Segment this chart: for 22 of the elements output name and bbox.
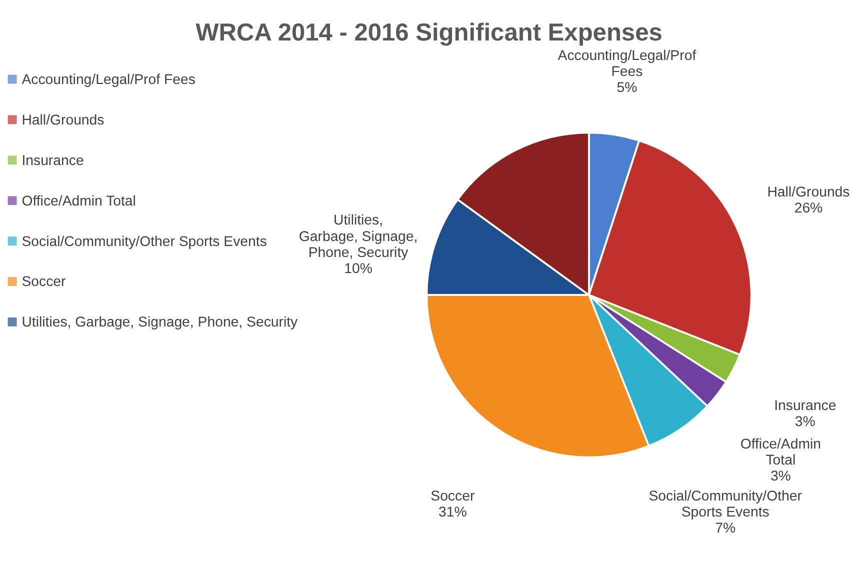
data-label: 10% [344,260,373,276]
slice-label: Hall/Grounds [767,183,850,200]
data-label: 5% [616,79,638,96]
chart-title: WRCA 2014 - 2016 Significant Expenses [196,19,662,46]
data-label: 7% [715,519,736,536]
data-label: 3% [794,412,816,429]
legend-label: Soccer [22,273,66,290]
legend-label: Utilities, Garbage, Signage, Phone, Security [22,314,299,330]
data-label: 26% [794,199,824,216]
slice-label: Utilities, Garbage, Signage, Phone, Security [298,212,418,260]
legend-label: Insurance [22,152,84,168]
slice-label: Insurance [774,396,836,413]
slice-label: Soccer [430,487,475,504]
legend-label: Office/Admin Total [22,192,136,208]
legend-label: Hall/Grounds [22,111,104,128]
slice-label: Accounting/Legal/Prof Fees [558,47,696,80]
legend-label: Accounting/Legal/Prof Fees [22,70,196,87]
legend-label: Social/Community/Other Sports Events [22,232,267,249]
data-label: 3% [770,467,792,484]
data-label: 31% [438,503,468,520]
slice-label: Social/Community/Other Sports Events [648,487,802,520]
slice-label: Office/Admin Total [740,435,822,468]
